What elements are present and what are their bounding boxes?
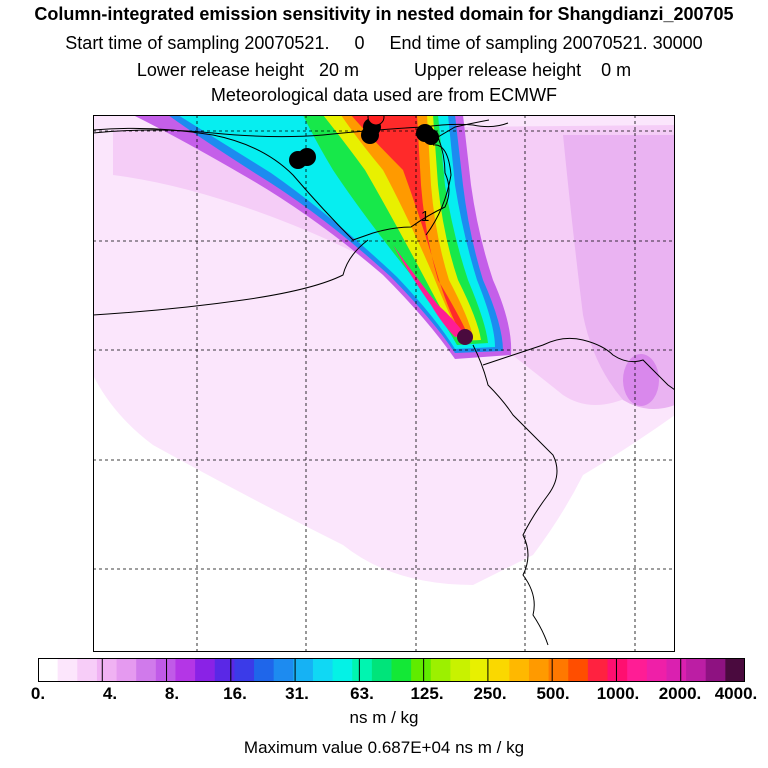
plume-cluster-label: 1 [421, 208, 429, 225]
release-height-line: Lower release height 20 m Upper release … [136, 60, 632, 80]
color-scale-swatch [293, 658, 314, 682]
color-scale-swatch [273, 658, 294, 682]
color-scale-swatch [666, 658, 687, 682]
scale-tick-label: 8. [164, 684, 180, 703]
scale-tick-label: 16. [223, 684, 247, 703]
color-scale-swatch [136, 658, 157, 682]
color-scale-swatch [77, 658, 98, 682]
sensitivity-haze-east [563, 135, 675, 409]
maximum-value-label: Maximum value 0.687E+04 ns m / kg [243, 738, 525, 757]
color-scale-swatch [489, 658, 510, 682]
color-scale-swatch [38, 658, 59, 682]
color-scale-swatch [587, 658, 609, 682]
color-scale-swatch [548, 658, 569, 682]
color-scale-swatch [568, 658, 589, 682]
color-scale-swatch [686, 658, 707, 682]
color-scale-bar [38, 658, 745, 682]
color-scale-swatch [234, 658, 255, 682]
scale-tick-label: 250. [473, 684, 507, 703]
scale-tick-label: 2000. [658, 684, 702, 703]
color-scale-swatch [352, 658, 373, 682]
meteorological-data-line: Meteorological data used are from ECMWF [210, 85, 558, 105]
color-scale-swatch [470, 658, 491, 682]
scale-tick-label: 4. [102, 684, 118, 703]
color-scale-swatch [371, 658, 393, 682]
color-scale-swatch [450, 658, 471, 682]
release-point-marker [457, 329, 473, 345]
sampling-time-line: Start time of sampling 20070521. 0 End t… [65, 33, 703, 53]
color-scale-swatch [155, 658, 177, 682]
color-scale-swatch [214, 658, 235, 682]
coastline-island [425, 144, 452, 236]
scale-tick-label: 1000. [596, 684, 640, 703]
emission-sensitivity-map: 1 [93, 115, 675, 652]
plume-band-orange [341, 115, 473, 337]
trajectory-cluster-marker [298, 148, 316, 166]
scale-tick-label: 4000. [714, 684, 758, 703]
color-scale-swatch [430, 658, 452, 682]
color-scale-swatch [57, 658, 78, 682]
plot-title: Column-integrated emission sensitivity i… [34, 4, 734, 24]
scale-tick-label: 31. [285, 684, 309, 703]
color-scale-swatch [195, 658, 216, 682]
color-scale-swatch [332, 658, 353, 682]
color-scale-swatch [528, 658, 550, 682]
scale-tick-label: 63. [350, 684, 374, 703]
scale-tick-label: 0. [30, 684, 46, 703]
color-scale-swatch [411, 658, 432, 682]
color-scale-swatch [391, 658, 412, 682]
scale-tick-label: 500. [536, 684, 570, 703]
color-scale-swatch [96, 658, 118, 682]
color-scale-swatch [175, 658, 196, 682]
coastline-south [93, 239, 558, 646]
color-scale-swatch [509, 658, 530, 682]
trajectory-start-marker [367, 115, 385, 126]
color-scale-frame [38, 658, 745, 682]
plume-band-red [351, 115, 467, 333]
trajectory-cluster-marker [423, 129, 439, 145]
color-scale-swatch [627, 658, 648, 682]
color-scale-swatch [646, 658, 668, 682]
color-scale-swatch [607, 658, 628, 682]
color-scale-swatch [254, 658, 275, 682]
coastline-shandong [482, 337, 675, 391]
scale-tick-label: 125. [410, 684, 444, 703]
plume-band-magenta [393, 245, 465, 337]
color-scale-swatch [705, 658, 726, 682]
color-scale-swatch [312, 658, 334, 682]
color-scale-swatch [116, 658, 137, 682]
color-scale-swatch [725, 658, 745, 682]
coastline-bohai [93, 119, 490, 241]
units-label: ns m / kg [349, 708, 419, 727]
